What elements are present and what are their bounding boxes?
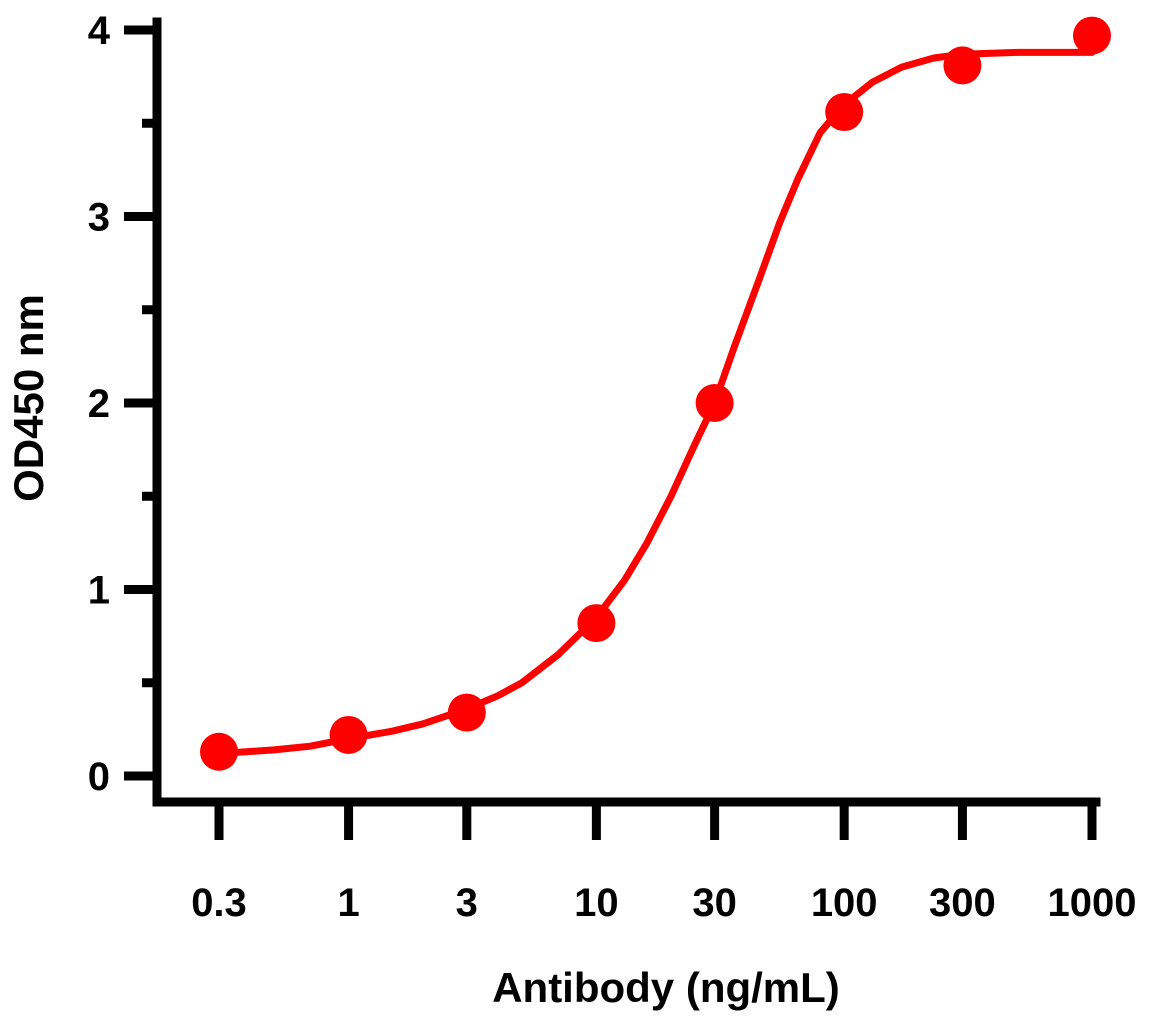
data-point [825, 93, 864, 132]
y-tick-label: 0 [88, 755, 110, 799]
x-axis-ticks: 0.3 1 3 10 30 100 300 1000 [191, 802, 1136, 925]
x-tick-label: 300 [929, 881, 996, 925]
x-axis-title: Antibody (ng/mL) [492, 964, 840, 1011]
y-tick-label: 2 [88, 382, 110, 426]
y-axis-title: OD450 nm [5, 294, 52, 502]
axes [152, 17, 1101, 807]
data-point [200, 732, 238, 771]
x-tick-label: 3 [456, 881, 478, 925]
data-point [695, 384, 734, 422]
data-point [447, 693, 486, 732]
x-tick-label: 10 [574, 881, 619, 925]
y-tick-label: 4 [88, 9, 111, 53]
fit-curve [215, 48, 1096, 758]
x-tick-label: 0.3 [191, 881, 247, 925]
x-tick-label: 1000 [1048, 881, 1137, 925]
data-points-layer [200, 16, 1111, 771]
data-point [577, 604, 616, 643]
data-point [943, 46, 982, 85]
x-tick-label: 30 [692, 881, 737, 925]
data-point [1073, 16, 1111, 55]
x-tick-label: 100 [811, 881, 878, 925]
y-tick-label: 1 [88, 569, 110, 613]
x-tick-label: 1 [337, 881, 359, 925]
fit-curve-layer [215, 48, 1096, 758]
data-point [329, 715, 368, 754]
y-tick-label: 3 [88, 196, 110, 240]
y-axis-ticks: 0 1 2 3 4 [88, 9, 157, 799]
